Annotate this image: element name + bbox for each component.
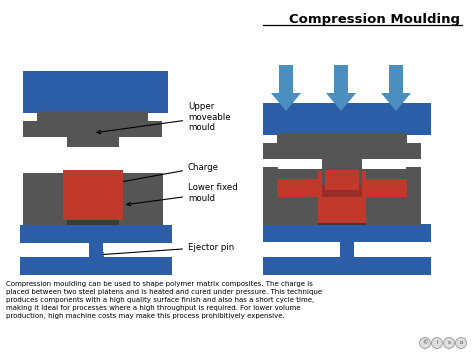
Circle shape: [419, 338, 430, 349]
Bar: [277, 133, 407, 159]
Circle shape: [456, 338, 466, 349]
Bar: [23, 71, 168, 113]
Bar: [318, 195, 366, 223]
Text: ©: ©: [422, 340, 428, 345]
Bar: [406, 167, 421, 225]
Text: Lower fixed
mould: Lower fixed mould: [127, 183, 238, 206]
Bar: [322, 157, 362, 171]
Bar: [148, 121, 162, 137]
Text: Compression Moulding: Compression Moulding: [289, 13, 460, 26]
Polygon shape: [326, 93, 356, 111]
Text: Upper
moveable
mould: Upper moveable mould: [97, 102, 231, 134]
Text: Ejector pin: Ejector pin: [100, 242, 234, 256]
Bar: [325, 170, 359, 190]
Text: Charge: Charge: [97, 163, 219, 187]
Circle shape: [444, 338, 455, 349]
Bar: [63, 170, 123, 220]
Bar: [389, 65, 403, 93]
Bar: [279, 65, 293, 93]
Bar: [263, 103, 431, 135]
Bar: [20, 225, 172, 243]
Bar: [406, 143, 421, 159]
Bar: [37, 111, 148, 137]
Bar: [318, 197, 366, 225]
Bar: [23, 121, 37, 137]
Bar: [23, 173, 37, 225]
Bar: [263, 167, 278, 225]
Bar: [67, 135, 119, 147]
Bar: [149, 173, 163, 225]
Text: i: i: [436, 340, 438, 345]
Bar: [263, 143, 278, 159]
Bar: [318, 171, 366, 197]
Bar: [89, 241, 103, 267]
Bar: [20, 257, 172, 275]
Bar: [37, 173, 149, 225]
Bar: [277, 179, 319, 197]
Polygon shape: [271, 93, 301, 111]
Bar: [277, 169, 407, 225]
Bar: [322, 171, 362, 185]
Bar: [365, 179, 407, 197]
Polygon shape: [381, 93, 411, 111]
Text: o: o: [459, 340, 463, 345]
Bar: [263, 224, 431, 242]
Bar: [322, 177, 362, 197]
Bar: [340, 239, 354, 267]
Bar: [263, 257, 431, 275]
Bar: [334, 65, 348, 93]
Text: s: s: [447, 340, 450, 345]
Bar: [67, 197, 119, 225]
Text: Compression moulding can be used to shape polymer matrix composites. The charge : Compression moulding can be used to shap…: [6, 281, 322, 319]
Circle shape: [431, 338, 443, 349]
